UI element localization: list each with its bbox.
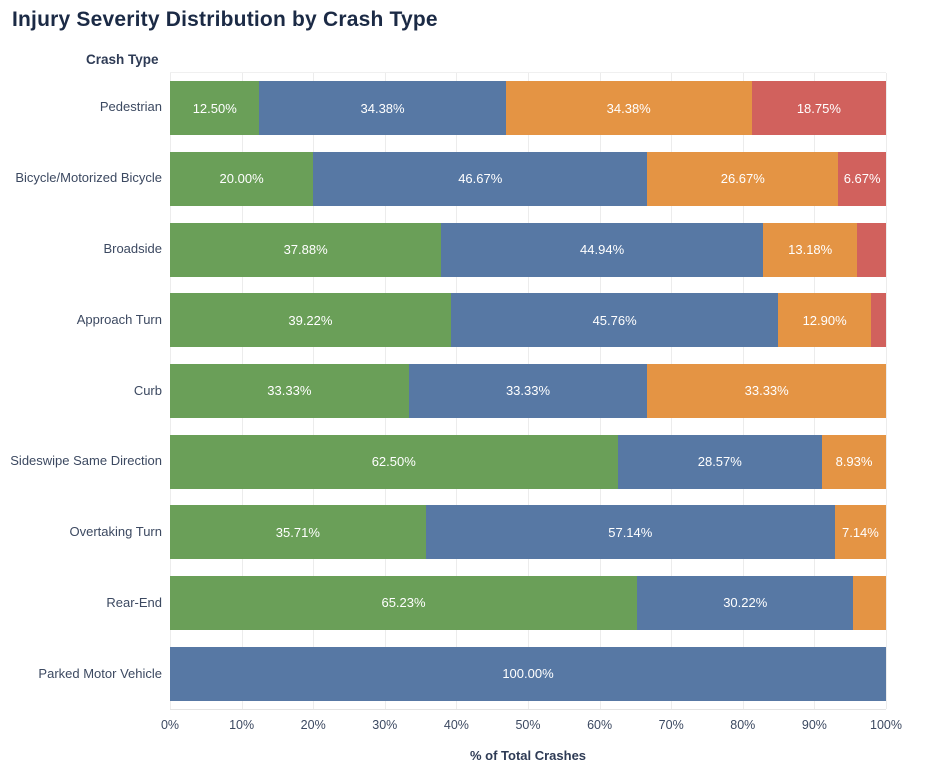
x-tick-label: 30% bbox=[372, 718, 398, 732]
bar-segment-green[interactable]: 35.71% bbox=[170, 505, 426, 560]
bar-row: 35.71% 57.14% 7.14% bbox=[170, 497, 886, 568]
row-label: Curb bbox=[133, 382, 162, 398]
stacked-bar: 39.22% 45.76% 12.90% bbox=[170, 293, 886, 348]
row-label: Parked Motor Vehicle bbox=[38, 666, 162, 682]
bar-segment-blue[interactable]: 34.38% bbox=[259, 81, 506, 136]
stacked-bar: 33.33% 33.33% 33.33% bbox=[170, 363, 887, 418]
x-tick-label: 40% bbox=[443, 718, 469, 732]
bar-segment-orange[interactable]: 34.38% bbox=[505, 81, 752, 136]
bar-rows-layer: 12.50% 34.38% 34.38% 18.75% 20.00% 46.67% 26.6… bbox=[170, 73, 887, 709]
stacked-bar: 37.88% 44.94% 13.18% bbox=[170, 222, 886, 277]
bar-segment-green[interactable]: 20.00% bbox=[170, 151, 314, 206]
stacked-bar: 100.00% bbox=[170, 646, 886, 701]
row-label-column: Pedestrian Bicycle/Motorized Bicycle Broad… bbox=[0, 72, 170, 710]
bar-segment-blue[interactable]: 100.00% bbox=[170, 646, 886, 701]
bar-row: 100.00% bbox=[170, 638, 886, 709]
row-label: Pedestrian bbox=[99, 99, 162, 115]
bar-segment-blue[interactable]: 44.94% bbox=[441, 222, 763, 277]
bar-segment-orange[interactable]: 33.33% bbox=[647, 363, 887, 418]
stacked-bar: 35.71% 57.14% 7.14% bbox=[170, 505, 886, 560]
bar-segment-blue[interactable]: 33.33% bbox=[408, 363, 648, 418]
bar-segment-red[interactable] bbox=[857, 222, 886, 277]
x-axis: 0% 10% 20% 30% 40% 50% 60% 70% 80% 90% 100% bbox=[161, 715, 902, 735]
plot-area: 12.50% 34.38% 34.38% 18.75% 20.00% 46.67% 26.6… bbox=[170, 72, 887, 710]
stacked-bar: 20.00% 46.67% 26.67% 6.67% bbox=[170, 151, 886, 206]
x-tick-label: 20% bbox=[300, 718, 326, 732]
x-tick-label: 80% bbox=[730, 718, 756, 732]
bar-segment-green[interactable]: 65.23% bbox=[170, 575, 638, 630]
row-label: Bicycle/Motorized Bicycle bbox=[15, 169, 162, 185]
bar-segment-blue[interactable]: 30.22% bbox=[637, 575, 854, 630]
row-label: Overtaking Turn bbox=[69, 524, 163, 540]
bar-row: 33.33% 33.33% 33.33% bbox=[170, 356, 887, 427]
bar-segment-green[interactable]: 37.88% bbox=[170, 222, 442, 277]
stacked-bar: 12.50% 34.38% 34.38% 18.75% bbox=[170, 81, 886, 136]
bar-segment-orange[interactable]: 12.90% bbox=[778, 293, 871, 348]
bar-segment-red[interactable] bbox=[870, 293, 886, 348]
x-tick-label: 90% bbox=[801, 718, 827, 732]
bar-row: 20.00% 46.67% 26.67% 6.67% bbox=[170, 144, 886, 215]
bar-row: 37.88% 44.94% 13.18% bbox=[170, 214, 886, 285]
bar-segment-green[interactable]: 62.50% bbox=[170, 434, 618, 489]
x-tick-label: 10% bbox=[229, 718, 255, 732]
bar-segment-green[interactable]: 12.50% bbox=[170, 81, 260, 136]
bar-segment-orange[interactable]: 7.14% bbox=[834, 505, 886, 560]
bar-segment-blue[interactable]: 28.57% bbox=[617, 434, 823, 489]
x-axis-title: % of Total Crashes bbox=[469, 748, 587, 763]
x-tick-label: 60% bbox=[587, 718, 613, 732]
bar-segment-orange[interactable]: 8.93% bbox=[822, 434, 886, 489]
bar-row: 12.50% 34.38% 34.38% 18.75% bbox=[170, 73, 886, 144]
chart-title: Injury Severity Distribution by Crash Ty… bbox=[12, 8, 438, 31]
bar-segment-red[interactable]: 6.67% bbox=[838, 151, 886, 206]
stacked-bar: 62.50% 28.57% 8.93% bbox=[170, 434, 886, 489]
bar-segment-blue[interactable]: 45.76% bbox=[450, 293, 779, 348]
bar-segment-orange[interactable] bbox=[853, 575, 886, 630]
bar-segment-orange[interactable]: 26.67% bbox=[647, 151, 839, 206]
gridline bbox=[886, 73, 887, 709]
stacked-bar: 65.23% 30.22% bbox=[170, 575, 886, 630]
bar-segment-green[interactable]: 33.33% bbox=[170, 363, 409, 418]
bar-segment-blue[interactable]: 57.14% bbox=[425, 505, 835, 560]
bar-row: 62.50% 28.57% 8.93% bbox=[170, 426, 886, 497]
row-label: Rear-End bbox=[106, 595, 162, 611]
bar-row: 39.22% 45.76% 12.90% bbox=[170, 285, 886, 356]
bar-segment-blue[interactable]: 46.67% bbox=[313, 151, 648, 206]
bar-segment-orange[interactable]: 13.18% bbox=[762, 222, 858, 277]
row-label: Broadside bbox=[103, 240, 162, 256]
x-tick-label: 70% bbox=[658, 718, 684, 732]
x-tick-label: 50% bbox=[515, 718, 541, 732]
crash-type-column-header: Crash Type bbox=[86, 52, 159, 67]
bar-segment-red[interactable]: 18.75% bbox=[751, 81, 886, 136]
x-tick-label: 100% bbox=[870, 718, 902, 732]
row-label: Sideswipe Same Direction bbox=[10, 453, 162, 469]
row-label: Approach Turn bbox=[76, 311, 162, 327]
x-tick-label: 0% bbox=[160, 718, 180, 732]
bar-segment-green[interactable]: 39.22% bbox=[170, 293, 451, 348]
bar-row: 65.23% 30.22% bbox=[170, 568, 886, 639]
